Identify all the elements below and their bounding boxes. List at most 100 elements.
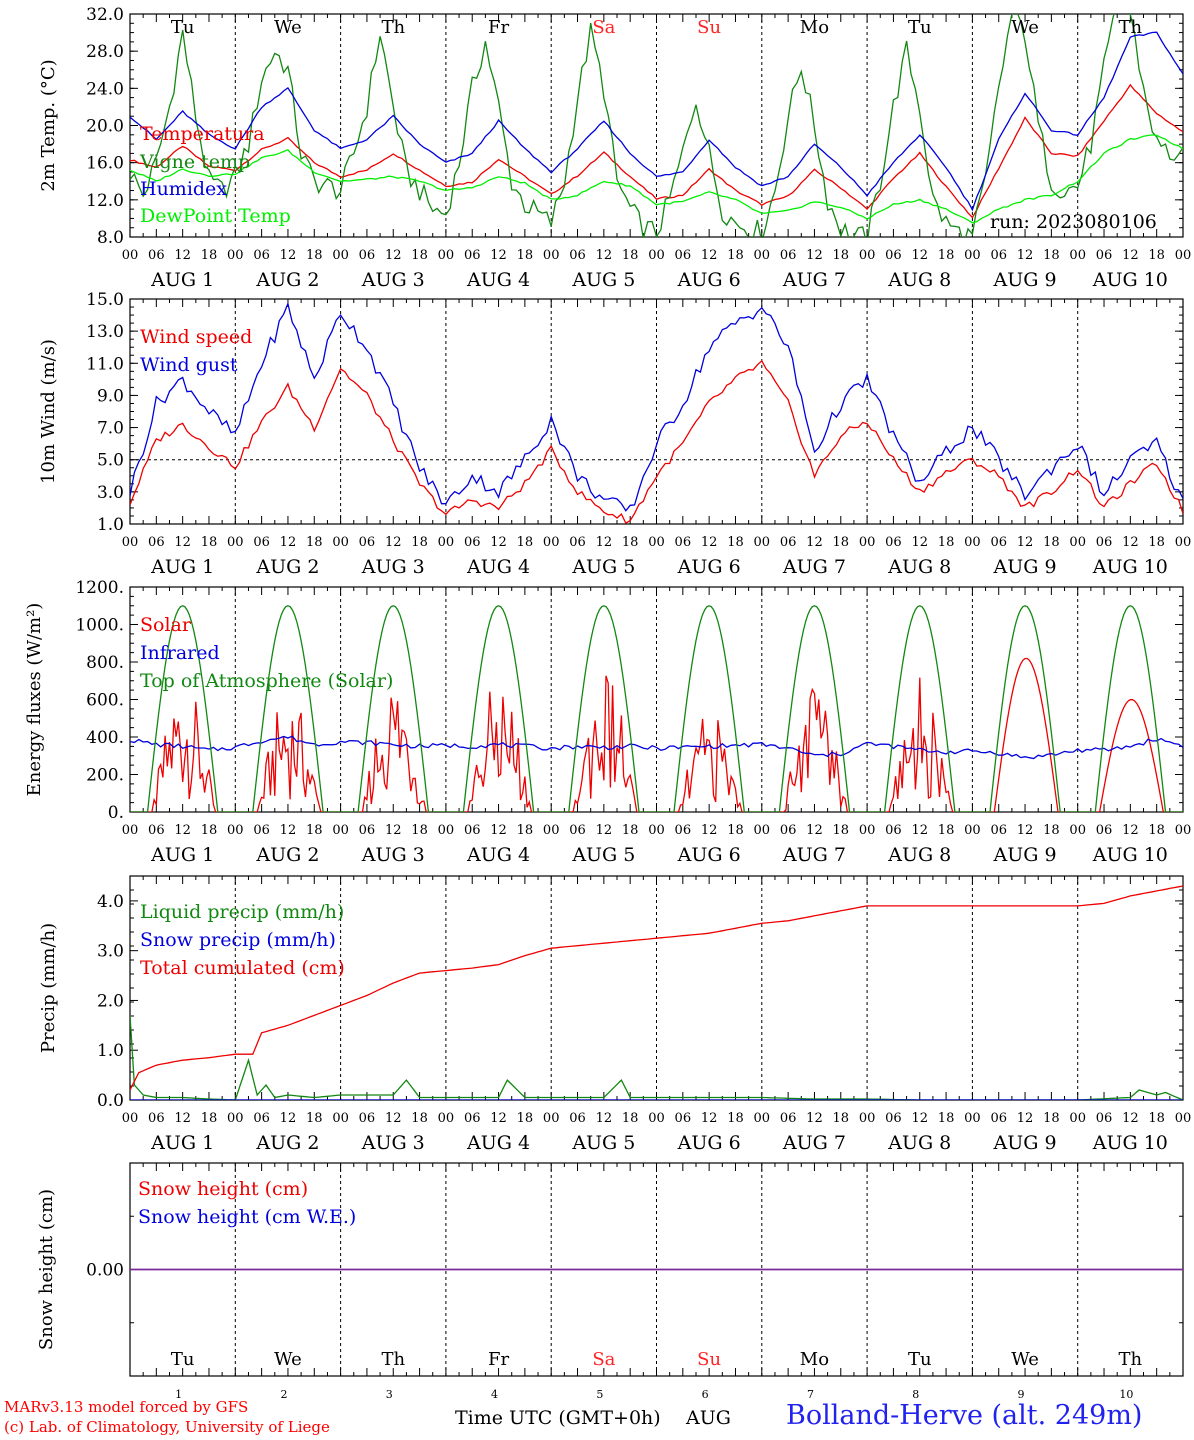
hour-label: 00 xyxy=(648,248,665,263)
hour-label: 06 xyxy=(569,248,586,263)
panel-frame xyxy=(129,586,1184,813)
hour-label: 00 xyxy=(122,1111,139,1126)
hour-label: 18 xyxy=(622,248,639,263)
date-label: AUG 5 xyxy=(571,556,635,578)
hour-label: 06 xyxy=(885,1111,902,1126)
legend-entry: Liquid precip (mm/h) xyxy=(140,901,344,923)
day-name: Fr xyxy=(488,17,509,38)
date-label: AUG 7 xyxy=(782,556,846,578)
hour-label: 12 xyxy=(806,823,823,838)
hour-label: 00 xyxy=(543,248,560,263)
hour-label: 12 xyxy=(1122,1111,1139,1126)
hour-label: 12 xyxy=(280,1111,297,1126)
hour-label: 18 xyxy=(411,1111,428,1126)
lab-credit: (c) Lab. of Climatology, University of L… xyxy=(4,1418,330,1436)
day-number: 4 xyxy=(491,1388,498,1401)
hour-label: 06 xyxy=(148,1111,165,1126)
hour-label: 12 xyxy=(490,248,507,263)
hour-label: 00 xyxy=(754,823,771,838)
hour-label: 12 xyxy=(490,1111,507,1126)
day-name: Th xyxy=(1119,1349,1143,1370)
hour-label: 12 xyxy=(911,248,928,263)
hour-label: 18 xyxy=(1148,535,1165,550)
legend-entry: Humidex xyxy=(140,178,227,200)
hour-label: 18 xyxy=(517,823,534,838)
hour-label: 18 xyxy=(1148,1111,1165,1126)
hour-label: 12 xyxy=(596,1111,613,1126)
hour-label: 18 xyxy=(306,823,323,838)
x-axis-label: Time UTC (GMT+0h) xyxy=(455,1407,661,1429)
hour-label: 12 xyxy=(596,248,613,263)
hour-label: 06 xyxy=(253,1111,270,1126)
series-line-1 xyxy=(130,359,1183,524)
hour-label: 00 xyxy=(648,1111,665,1126)
hour-label: 00 xyxy=(648,823,665,838)
hour-label: 12 xyxy=(806,1111,823,1126)
day-number: 6 xyxy=(702,1388,709,1401)
hour-label: 18 xyxy=(833,535,850,550)
day-name: We xyxy=(274,17,302,38)
series-line-2 xyxy=(130,301,1183,512)
day-name: Tu xyxy=(908,17,932,38)
legend-entry: Solar xyxy=(140,614,192,636)
date-label: AUG 6 xyxy=(677,844,741,866)
hour-label: 06 xyxy=(1096,248,1113,263)
hour-label: 06 xyxy=(569,823,586,838)
legend-entry: Infrared xyxy=(140,642,220,664)
hour-label: 12 xyxy=(490,823,507,838)
hour-label: 00 xyxy=(1175,1111,1192,1126)
day-number: 3 xyxy=(386,1388,393,1401)
date-label: AUG 8 xyxy=(887,1132,951,1154)
hour-label: 18 xyxy=(1043,823,1060,838)
series-line-4 xyxy=(130,134,1183,224)
hour-label: 00 xyxy=(227,248,244,263)
date-label: AUG 9 xyxy=(993,556,1057,578)
hour-label: 12 xyxy=(385,823,402,838)
day-number: 5 xyxy=(596,1388,603,1401)
hour-label: 18 xyxy=(1148,248,1165,263)
hour-label: 12 xyxy=(1122,535,1139,550)
hour-label: 12 xyxy=(174,535,191,550)
hour-label: 06 xyxy=(675,248,692,263)
date-label: AUG 3 xyxy=(361,269,425,291)
hour-label: 00 xyxy=(227,535,244,550)
hour-label: 18 xyxy=(727,248,744,263)
hour-label: 00 xyxy=(859,535,876,550)
hour-label: 00 xyxy=(964,1111,981,1126)
y-tick-label: 3.0 xyxy=(97,483,124,503)
day-number: 9 xyxy=(1018,1388,1025,1401)
date-label: AUG 10 xyxy=(1092,844,1168,866)
date-label: AUG 3 xyxy=(361,1132,425,1154)
hour-label: 06 xyxy=(359,1111,376,1126)
date-label: AUG 10 xyxy=(1092,1132,1168,1154)
y-tick-label: 400. xyxy=(86,728,124,748)
chart-panel-1: 8.0 12.0 16.0 20.0 24.0 28.0 32.0 2m Temp. (°C)… xyxy=(38,5,1191,291)
hour-label: 00 xyxy=(438,535,455,550)
panel-frame xyxy=(129,13,1184,238)
hour-label: 18 xyxy=(411,823,428,838)
day-name: Sa xyxy=(592,1349,615,1370)
date-label: AUG 7 xyxy=(782,1132,846,1154)
y-tick-label: 1.0 xyxy=(97,515,124,535)
date-label: AUG 6 xyxy=(677,269,741,291)
day-name: Tu xyxy=(171,1349,195,1370)
hour-label: 18 xyxy=(1148,823,1165,838)
y-tick-label: 32.0 xyxy=(86,5,124,25)
y-tick-label: 0.00 xyxy=(86,1261,124,1281)
legend-entry: Wind gust xyxy=(140,354,238,376)
hour-label: 18 xyxy=(201,1111,218,1126)
hour-label: 06 xyxy=(359,248,376,263)
date-label: AUG 4 xyxy=(466,844,530,866)
hour-label: 06 xyxy=(990,248,1007,263)
hour-label: 00 xyxy=(543,535,560,550)
hour-label: 06 xyxy=(1096,1111,1113,1126)
y-tick-label: 0.0 xyxy=(97,1091,124,1111)
hour-label: 00 xyxy=(1069,1111,1086,1126)
y-tick-label: 13.0 xyxy=(86,322,124,342)
legend-entry: Snow height (cm) xyxy=(138,1178,308,1200)
hour-label: 06 xyxy=(780,823,797,838)
date-label: AUG 8 xyxy=(887,269,951,291)
y-tick-label: 12.0 xyxy=(86,191,124,211)
hour-label: 12 xyxy=(174,248,191,263)
series-group xyxy=(130,605,1183,812)
